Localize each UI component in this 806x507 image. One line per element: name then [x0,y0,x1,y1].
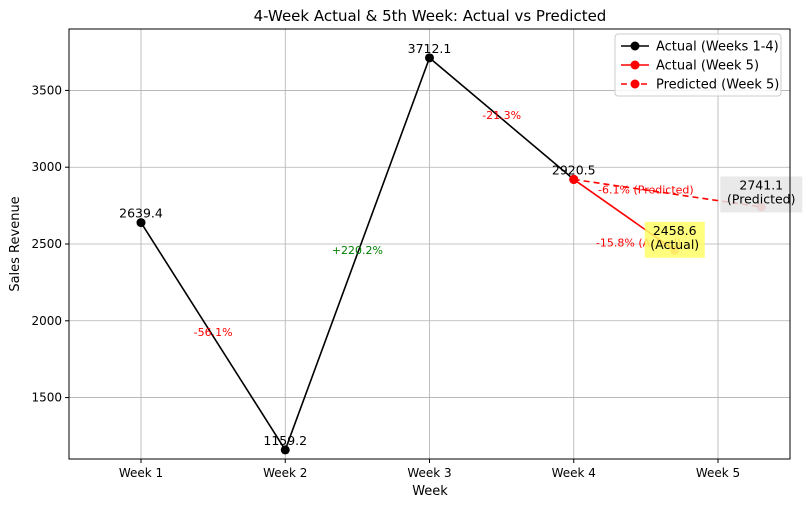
x-tick-label: Week 5 [696,466,740,480]
boxed-label-background [720,176,803,213]
boxed-label-text: (Actual) [650,237,699,252]
boxed-label-text: (Predicted) [727,191,795,206]
data-point [425,53,434,63]
data-label: 2639.4 [119,206,163,221]
chart-title: 4-Week Actual & 5th Week: Actual vs Pred… [254,7,607,25]
y-axis-label: Sales Revenue [8,196,23,291]
legend-box [614,33,782,97]
boxed-label-text: 2458.6 [653,223,697,238]
x-tick-label: Week 1 [119,466,163,480]
x-tick-label: Week 3 [407,466,451,480]
annotation-layer: -56.1%+220.2%-21.3%-6.1% (Predicted)-15.… [194,109,803,339]
x-tick-label: Week 2 [263,466,307,480]
legend-label: Actual (Week 5) [656,59,759,74]
pct-change-label: -21.3% [482,109,521,122]
y-tick-label: 2500 [31,237,62,251]
y-tick-label: 3000 [31,160,62,174]
pct-change-label: -6.1% (Predicted) [598,183,694,196]
series-line [140,56,575,452]
pct-change-label: -56.1% [194,326,233,339]
data-label: 3712.1 [408,41,452,56]
data-point [280,445,290,455]
legend-label: Predicted (Week 5) [656,78,779,93]
x-axis-label: Week [412,484,448,499]
y-tick-label: 3500 [31,83,62,97]
ticks: Week 1 Week 2 Week 3 Week 4 Week 5 1500 2000 25… [31,83,740,480]
data-label: 2920.5 [552,162,596,177]
data-label: 1159.2 [263,433,307,448]
y-tick-label: 2000 [31,314,62,328]
y-tick-label: 1500 [31,391,62,405]
boxed-label-background [644,221,705,258]
series-line [573,178,762,208]
legend-label: Actual (Weeks 1-4) [656,40,779,55]
legend: Actual (Weeks 1-4) Actual (Week 5) Predict… [614,33,782,97]
legend-marker [630,79,640,89]
x-tick-label: Week 4 [552,466,596,480]
series-layer: 2639.4 1159.2 3712.1 2920.5 [119,41,766,455]
legend-marker [630,60,640,70]
legend-marker [630,41,640,51]
pct-change-label: +220.2% [332,244,383,257]
boxed-label-text: 2741.1 [739,177,783,192]
data-point [569,174,579,184]
data-point [136,218,146,228]
